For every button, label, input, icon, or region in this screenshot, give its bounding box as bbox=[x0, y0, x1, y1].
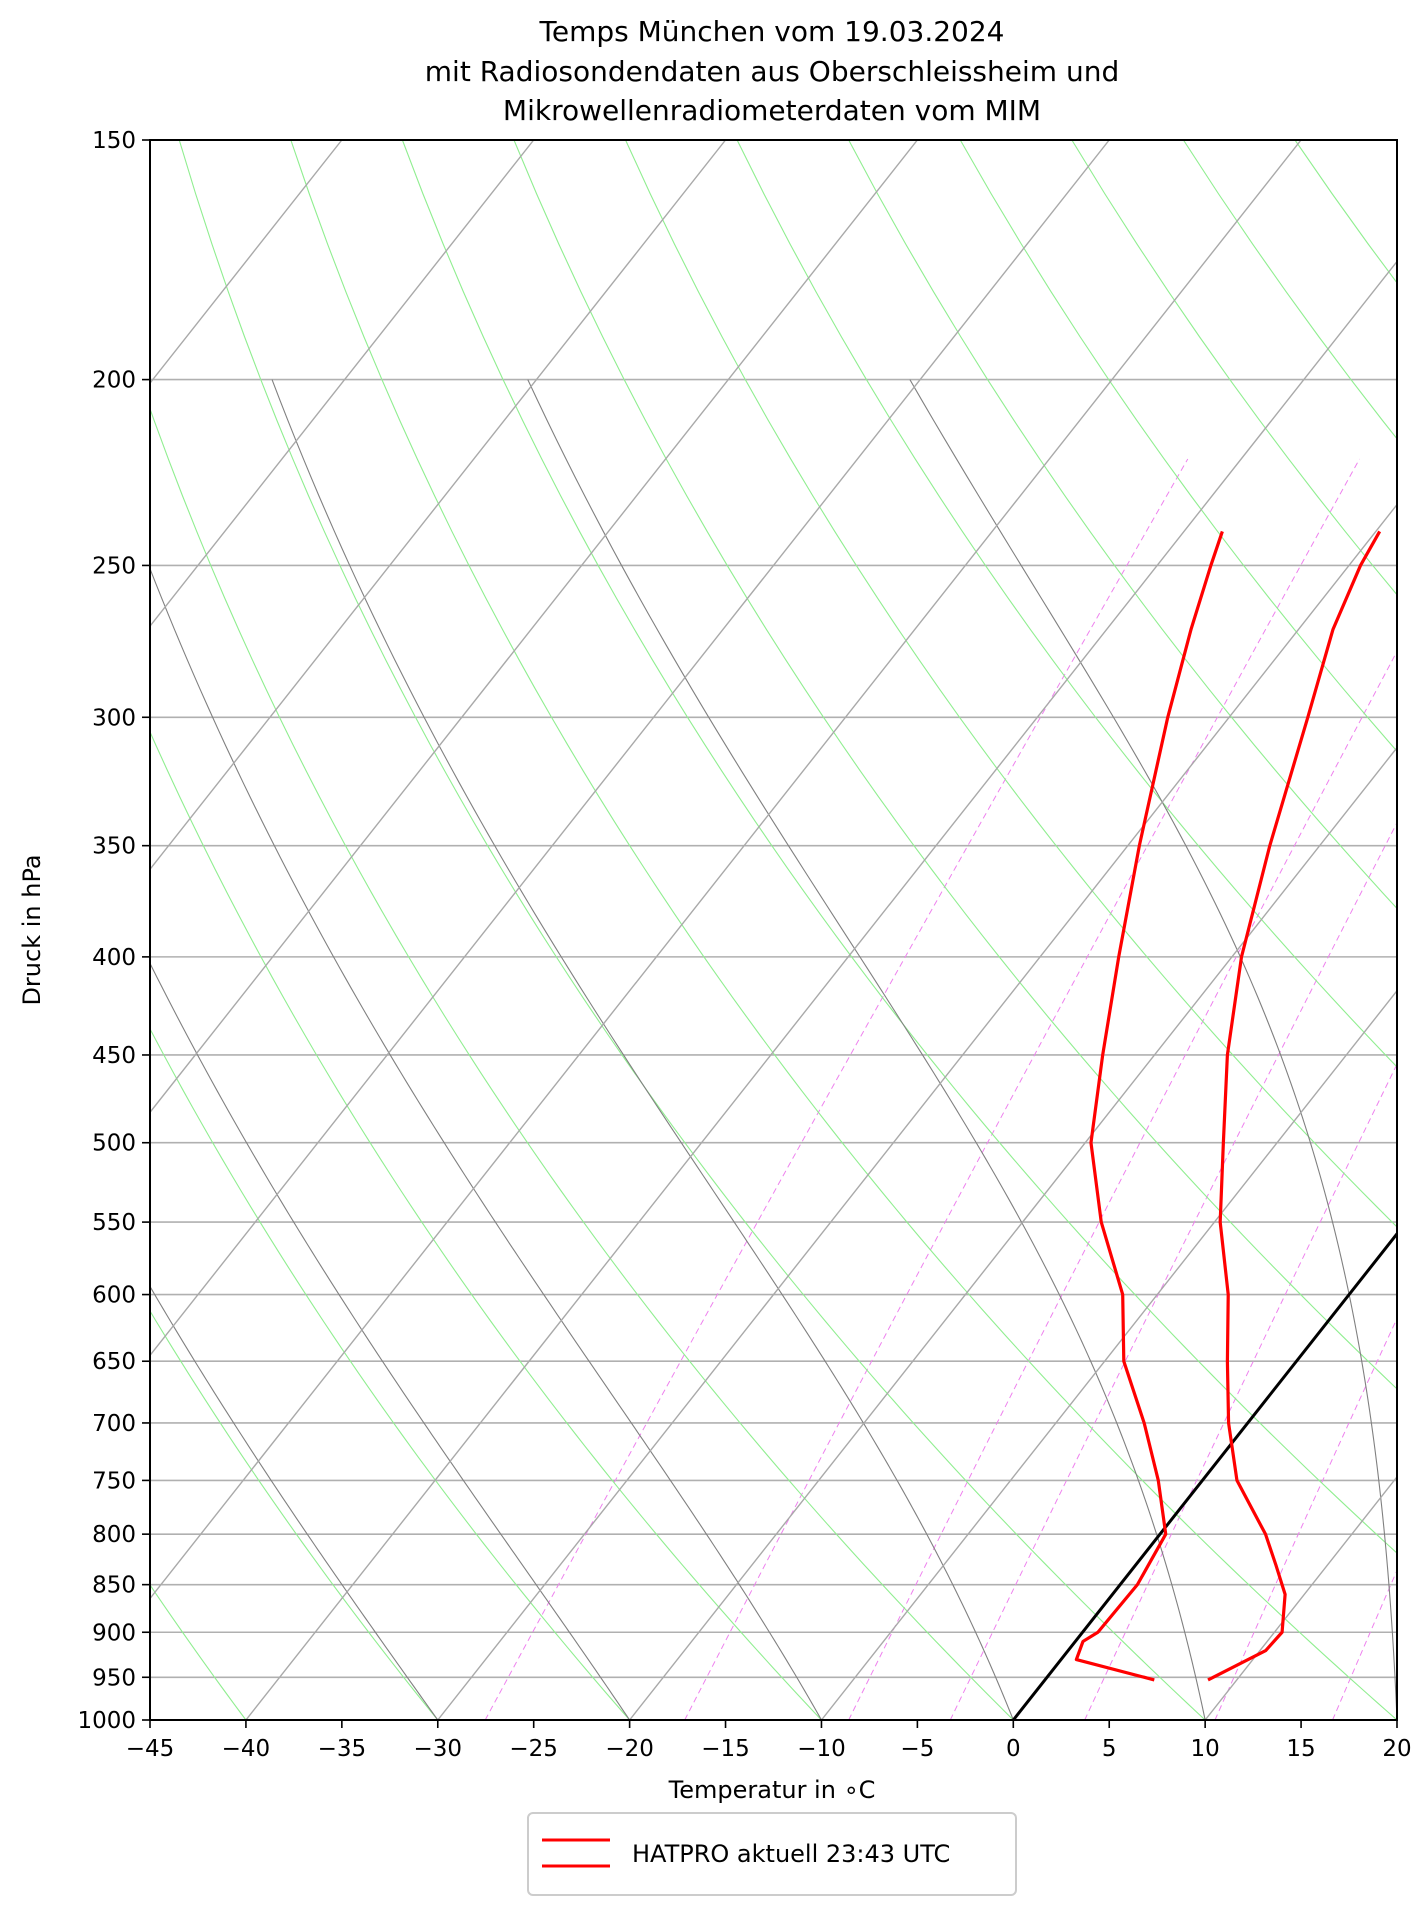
x-tick-label: −5 bbox=[900, 1736, 934, 1762]
isotherm bbox=[150, 140, 918, 1114]
moist-adiabat bbox=[150, 567, 822, 1720]
dry-adiabat bbox=[1294, 140, 1397, 284]
y-tick-label: 300 bbox=[92, 705, 136, 731]
legend: HATPRO aktuell 23:43 UTC bbox=[527, 1812, 1017, 1896]
mixing-ratio-line bbox=[949, 821, 1397, 1720]
moist-adiabat bbox=[271, 379, 1014, 1720]
plot-area bbox=[150, 140, 1427, 1720]
isotherms bbox=[150, 140, 1397, 1720]
y-axis-label: Druck in hPa bbox=[18, 854, 46, 1005]
y-tick-label: 200 bbox=[92, 368, 136, 394]
y-axis-ticks: 150 200 250 300 350 400 450 500 550 600 650 700 750 8… bbox=[77, 128, 150, 1734]
x-tick-label: 10 bbox=[1191, 1736, 1220, 1762]
moist-adiabat bbox=[527, 379, 1206, 1720]
isotherm bbox=[629, 746, 1397, 1720]
dry-adiabat bbox=[401, 140, 1397, 1554]
plot-frame bbox=[149, 139, 1398, 1721]
x-tick-label: −10 bbox=[797, 1736, 846, 1762]
dry-adiabat bbox=[178, 140, 1206, 1720]
y-tick-label: 350 bbox=[92, 834, 136, 860]
isotherm bbox=[1396, 1718, 1397, 1720]
x-tick-label: −35 bbox=[318, 1736, 367, 1762]
y-tick-label: 600 bbox=[92, 1283, 136, 1309]
x-tick-label: −15 bbox=[701, 1736, 750, 1762]
y-tick-label: 400 bbox=[92, 945, 136, 971]
chart-title-line-1: Temps München vom 19.03.2024 bbox=[539, 15, 1005, 48]
mixing-ratio-lines bbox=[484, 458, 1427, 1720]
y-tick-label: 450 bbox=[92, 1043, 136, 1069]
legend-entry: HATPRO aktuell 23:43 UTC bbox=[632, 1840, 950, 1868]
y-tick-label: 150 bbox=[92, 128, 136, 154]
x-tick-label: −20 bbox=[605, 1736, 654, 1762]
mixing-ratio-line bbox=[1214, 1317, 1397, 1720]
y-tick-label: 850 bbox=[92, 1573, 136, 1599]
x-tick-label: 15 bbox=[1286, 1736, 1315, 1762]
dry-adiabat bbox=[959, 140, 1397, 752]
moist-adiabat bbox=[150, 962, 631, 1720]
moist-adiabat bbox=[150, 1285, 439, 1720]
y-tick-label: 750 bbox=[92, 1468, 136, 1494]
isotherm bbox=[150, 140, 1302, 1600]
isotherm bbox=[150, 140, 343, 385]
isotherm bbox=[150, 140, 727, 871]
isotherm-zero bbox=[1012, 1231, 1397, 1720]
dry-adiabat bbox=[290, 140, 1397, 1720]
horizontal-grid bbox=[150, 139, 1397, 1721]
dry-adiabats bbox=[150, 140, 1427, 1720]
isotherm bbox=[150, 140, 1110, 1357]
dry-adiabat bbox=[150, 1027, 631, 1720]
mixing-ratio-line bbox=[1332, 1569, 1397, 1720]
chart-title-line-3: Mikrowellenradiometerdaten vom MIM bbox=[503, 94, 1041, 127]
y-tick-label: 250 bbox=[92, 553, 136, 579]
moist-adiabats bbox=[150, 379, 1397, 1720]
x-tick-label: −45 bbox=[126, 1736, 175, 1762]
x-tick-label: −30 bbox=[413, 1736, 462, 1762]
x-tick-label: 0 bbox=[1006, 1736, 1021, 1762]
x-tick-label: −25 bbox=[509, 1736, 558, 1762]
moist-adiabat bbox=[909, 379, 1397, 1720]
mixing-ratio-line bbox=[1084, 1063, 1397, 1720]
y-tick-label: 650 bbox=[92, 1349, 136, 1375]
series-line-dewpoint bbox=[1074, 530, 1224, 1682]
isotherm bbox=[245, 260, 1397, 1720]
dry-adiabat bbox=[625, 140, 1397, 1228]
legend-box bbox=[527, 1812, 1017, 1896]
chart-title-line-2: mit Radiosondendaten aus Oberschleisshei… bbox=[425, 55, 1119, 88]
dry-adiabat bbox=[513, 140, 1397, 1390]
dry-adiabat bbox=[150, 1310, 439, 1720]
dry-adiabat bbox=[150, 407, 1014, 1720]
x-axis-ticks: −45 −40 −35 −30 −25 −20 −15 −10 −5 0 5 10 15 20 bbox=[126, 1720, 1412, 1762]
dry-adiabat bbox=[1407, 140, 1427, 1720]
x-tick-label: −40 bbox=[222, 1736, 271, 1762]
mixing-ratio-line bbox=[484, 458, 1189, 1720]
series-line-temperature bbox=[1207, 530, 1382, 1682]
y-tick-label: 800 bbox=[92, 1522, 136, 1548]
x-axis-label: Temperatur in ∘C bbox=[668, 1776, 876, 1804]
x-tick-label: 5 bbox=[1102, 1736, 1117, 1762]
isotherm bbox=[150, 140, 535, 628]
dry-adiabat bbox=[848, 140, 1397, 910]
profile-series bbox=[1074, 530, 1382, 1682]
dry-adiabat bbox=[736, 140, 1397, 1068]
mixing-ratio-line bbox=[684, 458, 1360, 1720]
x-tick-label: 20 bbox=[1382, 1736, 1411, 1762]
dry-adiabat bbox=[150, 730, 822, 1720]
y-tick-label: 900 bbox=[92, 1620, 136, 1646]
isotherm bbox=[820, 989, 1397, 1720]
y-tick-label: 1000 bbox=[77, 1708, 136, 1734]
y-tick-label: 500 bbox=[92, 1131, 136, 1157]
mixing-ratio-line bbox=[1419, 459, 1427, 1720]
mixing-ratio-line bbox=[848, 650, 1397, 1720]
y-tick-label: 700 bbox=[92, 1411, 136, 1437]
isotherm bbox=[437, 503, 1397, 1720]
y-tick-label: 550 bbox=[92, 1210, 136, 1236]
y-tick-label: 950 bbox=[92, 1665, 136, 1691]
